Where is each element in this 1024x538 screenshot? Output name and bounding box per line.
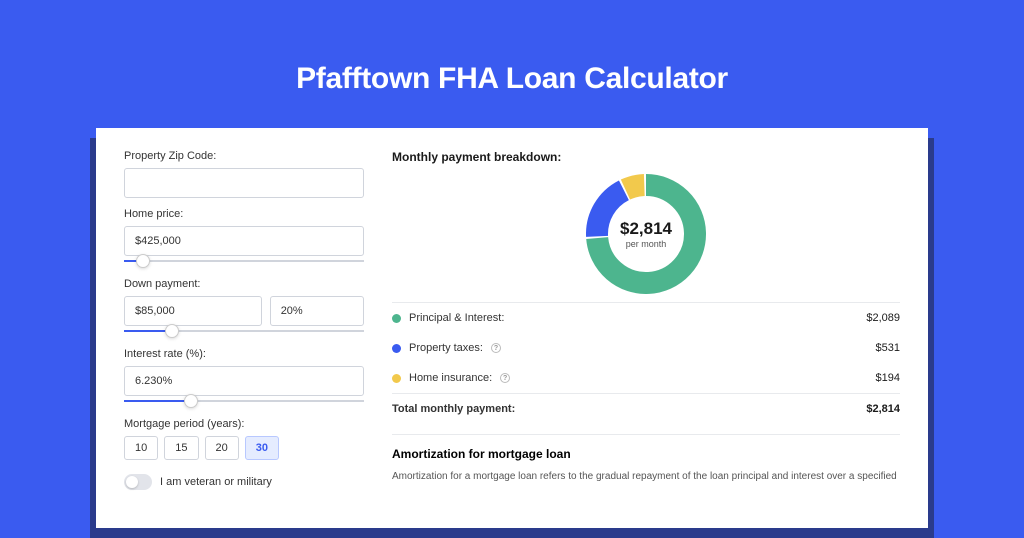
home-price-input[interactable] bbox=[124, 226, 364, 256]
slider-thumb[interactable] bbox=[184, 394, 198, 408]
veteran-label: I am veteran or military bbox=[160, 476, 272, 488]
zip-input[interactable] bbox=[124, 168, 364, 198]
down-payment-label: Down payment: bbox=[124, 278, 364, 290]
donut-amount: $2,814 bbox=[620, 219, 672, 239]
slider-track bbox=[124, 260, 364, 262]
info-icon[interactable]: ? bbox=[500, 373, 510, 383]
slider-thumb[interactable] bbox=[136, 254, 150, 268]
breakdown-row: Home insurance:? $194 bbox=[392, 363, 900, 393]
info-icon[interactable]: ? bbox=[491, 343, 501, 353]
period-button-30[interactable]: 30 bbox=[245, 436, 279, 460]
veteran-toggle[interactable] bbox=[124, 474, 152, 490]
breakdown-value: $2,089 bbox=[866, 312, 900, 324]
breakdown-row: Principal & Interest: $2,089 bbox=[392, 303, 900, 333]
breakdown-title: Monthly payment breakdown: bbox=[392, 150, 900, 164]
down-payment-percent-input[interactable] bbox=[270, 296, 364, 326]
page-title: Pfafftown FHA Loan Calculator bbox=[0, 0, 1024, 124]
form-panel: Property Zip Code: Home price: Down paym… bbox=[124, 150, 364, 506]
donut-segment-home_insurance bbox=[625, 185, 644, 189]
zip-label: Property Zip Code: bbox=[124, 150, 364, 162]
interest-input[interactable] bbox=[124, 366, 364, 396]
breakdown-row-left: Property taxes:? bbox=[392, 342, 501, 354]
breakdown-row-left: Home insurance:? bbox=[392, 372, 510, 384]
breakdown-total-value: $2,814 bbox=[866, 403, 900, 415]
breakdown-row-left: Principal & Interest: bbox=[392, 312, 504, 324]
down-payment-slider[interactable] bbox=[124, 324, 364, 338]
period-options: 1015 2030 bbox=[124, 436, 364, 460]
legend-dot bbox=[392, 314, 401, 323]
amortization-text: Amortization for a mortgage loan refers … bbox=[392, 469, 900, 484]
home-price-label: Home price: bbox=[124, 208, 364, 220]
period-button-15[interactable]: 15 bbox=[164, 436, 198, 460]
breakdown-total-left: Total monthly payment: bbox=[392, 403, 515, 415]
breakdown-row: Property taxes:? $531 bbox=[392, 333, 900, 363]
breakdown-label: Property taxes: bbox=[409, 342, 483, 354]
calculator-card: Property Zip Code: Home price: Down paym… bbox=[96, 128, 928, 528]
down-payment-amount-input[interactable] bbox=[124, 296, 262, 326]
donut-center: $2,814 per month bbox=[620, 219, 672, 249]
donut-sub: per month bbox=[620, 239, 672, 249]
breakdown-label: Principal & Interest: bbox=[409, 312, 504, 324]
interest-label: Interest rate (%): bbox=[124, 348, 364, 360]
slider-thumb[interactable] bbox=[165, 324, 179, 338]
breakdown-total-label: Total monthly payment: bbox=[392, 403, 515, 415]
legend-dot bbox=[392, 344, 401, 353]
breakdown-label: Home insurance: bbox=[409, 372, 492, 384]
slider-fill bbox=[124, 400, 191, 402]
amortization-section: Amortization for mortgage loan Amortizat… bbox=[392, 434, 900, 484]
breakdown-total-row: Total monthly payment: $2,814 bbox=[392, 393, 900, 424]
veteran-row: I am veteran or military bbox=[124, 474, 364, 490]
home-price-slider[interactable] bbox=[124, 254, 364, 268]
breakdown-value: $531 bbox=[876, 342, 900, 354]
results-panel: Monthly payment breakdown: $2,814 per mo… bbox=[392, 150, 900, 506]
breakdown-list: Principal & Interest: $2,089 Property taxe… bbox=[392, 302, 900, 424]
page-container: Pfafftown FHA Loan Calculator Property Z… bbox=[0, 0, 1024, 512]
interest-slider[interactable] bbox=[124, 394, 364, 408]
legend-dot bbox=[392, 374, 401, 383]
period-button-20[interactable]: 20 bbox=[205, 436, 239, 460]
donut-chart: $2,814 per month bbox=[392, 174, 900, 294]
breakdown-value: $194 bbox=[876, 372, 900, 384]
period-button-10[interactable]: 10 bbox=[124, 436, 158, 460]
amortization-title: Amortization for mortgage loan bbox=[392, 447, 900, 461]
period-label: Mortgage period (years): bbox=[124, 418, 364, 430]
